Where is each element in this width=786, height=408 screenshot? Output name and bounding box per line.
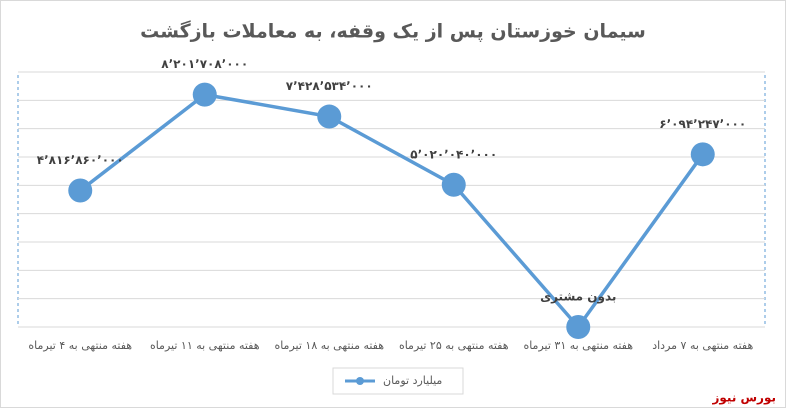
data-label: ۷٬۴۲۸٬۵۳۴٬۰۰۰ (286, 79, 373, 93)
data-point (441, 172, 466, 197)
chart-title: سیمان خوزستان پس از یک وقفه، به معاملات … (140, 20, 646, 43)
data-label: ۸٬۲۰۱٬۷۰۸٬۰۰۰ (161, 57, 248, 71)
watermark: بورس نیوز (711, 391, 776, 406)
legend-label: میلیارد تومان (383, 374, 442, 387)
legend-marker (356, 377, 364, 385)
data-label: ۵٬۰۲۰٬۰۴۰٬۰۰۰ (410, 147, 497, 161)
data-point (317, 104, 342, 129)
data-point (68, 178, 93, 203)
series-line (79, 92, 705, 330)
x-tick-label: هفته منتهی به ۴ تیرماه (28, 339, 132, 352)
data-label: ۶٬۰۹۴٬۲۴۷٬۰۰۰ (659, 117, 746, 131)
data-point (690, 142, 715, 167)
x-tick-label: هفته منتهی به ۷ مرداد (652, 339, 753, 352)
data-point (192, 82, 217, 107)
data-point (566, 315, 591, 339)
data-label: ۴٬۸۱۶٬۸۶۰٬۰۰۰ (37, 153, 124, 167)
data-label: بدون مشتری (540, 290, 616, 305)
x-tick-label: هفته منتهی به ۱۱ تیرماه (150, 339, 260, 352)
x-tick-label: هفته منتهی به ۳۱ تیرماه (523, 339, 633, 352)
x-tick-label: هفته منتهی به ۲۵ تیرماه (399, 339, 509, 352)
x-tick-label: هفته منتهی به ۱۸ تیرماه (274, 339, 384, 352)
